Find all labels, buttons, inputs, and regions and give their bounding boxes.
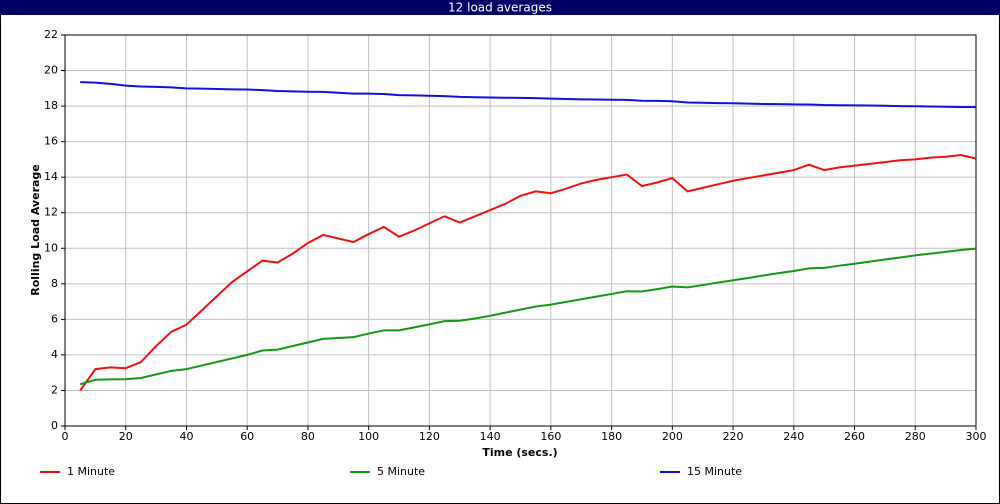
- x-tick-label: 120: [419, 430, 440, 443]
- y-tick-label: 2: [51, 383, 58, 396]
- series-line: [79, 247, 977, 386]
- y-tick-label: 0: [51, 419, 58, 432]
- y-tick-label: 18: [44, 99, 58, 112]
- x-tick-label: 180: [601, 430, 622, 443]
- legend-label: 1 Minute: [67, 465, 115, 478]
- y-tick-label: 10: [44, 241, 58, 254]
- x-tick-label: 200: [662, 430, 683, 443]
- x-tick-label: 0: [62, 430, 69, 443]
- y-axis-label: Rolling Load Average: [29, 164, 42, 296]
- series-line: [80, 81, 977, 109]
- x-tick-label: 40: [179, 430, 193, 443]
- x-tick-label: 280: [905, 430, 926, 443]
- legend-label: 5 Minute: [377, 465, 425, 478]
- legend-label: 15 Minute: [687, 465, 742, 478]
- x-tick-label: 300: [966, 430, 987, 443]
- series-line: [79, 153, 977, 392]
- x-tick-label: 100: [358, 430, 379, 443]
- y-tick-label: 8: [51, 277, 58, 290]
- plot-border: [64, 34, 977, 427]
- y-tick-label: 20: [44, 64, 58, 77]
- x-tick-label: 220: [723, 430, 744, 443]
- y-tick-label: 6: [51, 312, 58, 325]
- x-tick-label: 60: [240, 430, 254, 443]
- plot-area: [65, 35, 976, 426]
- x-tick-label: 140: [480, 430, 501, 443]
- x-axis-label: Time (secs.): [482, 446, 557, 459]
- x-tick-label: 80: [301, 430, 315, 443]
- y-tick-label: 16: [44, 135, 58, 148]
- y-tick-label: 4: [51, 348, 58, 361]
- x-tick-label: 260: [844, 430, 865, 443]
- x-tick-label: 160: [540, 430, 561, 443]
- y-tick-label: 22: [44, 28, 58, 41]
- y-tick-label: 12: [44, 206, 58, 219]
- y-tick-label: 14: [44, 170, 58, 183]
- x-tick-label: 240: [783, 430, 804, 443]
- chart-title: 12 load averages: [448, 1, 552, 15]
- title-bar: [0, 0, 1000, 15]
- x-tick-label: 20: [119, 430, 133, 443]
